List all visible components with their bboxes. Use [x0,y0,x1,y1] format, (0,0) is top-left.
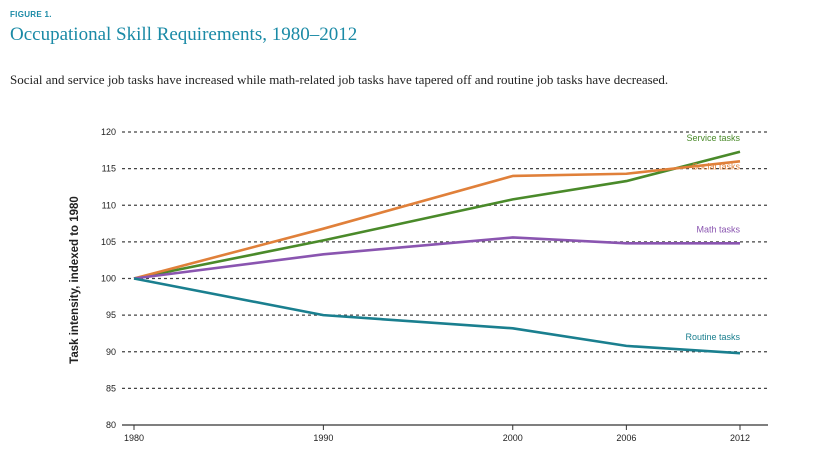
series-label-social-tasks: Social tasks [692,161,741,171]
x-tick-label: 1980 [124,433,144,443]
y-tick-label: 120 [101,127,116,137]
y-tick-label: 80 [106,420,116,430]
x-tick-label: 2000 [503,433,523,443]
x-axis: 1980 1990 2000 2006 2012 [122,424,768,443]
y-axis-ticks: 80 85 90 95 100 105 110 115 120 [101,127,116,430]
series-line-routine-tasks [133,277,741,355]
series-label-routine-tasks: Routine tasks [685,332,740,342]
y-tick-label: 105 [101,237,116,247]
y-tick-label: 95 [106,310,116,320]
chart-title: Occupational Skill Requirements, 1980–20… [10,24,358,45]
y-axis-label: Task intensity, indexed to 1980 [69,196,81,364]
series-lines [133,150,741,355]
y-tick-label: 100 [101,274,116,284]
y-tick-label: 90 [106,347,116,357]
series-label-service-tasks: Service tasks [686,133,740,143]
chart-subtitle: Social and service job tasks have increa… [10,72,669,87]
y-tick-label: 85 [106,383,116,393]
series-labels: Service tasks Social tasks Math tasks Routi… [685,133,740,342]
figure-label: FIGURE 1. [10,10,52,19]
series-line-service-tasks [133,150,741,280]
x-tick-label: 2012 [730,433,750,443]
x-tick-label: 1990 [313,433,333,443]
series-line-social-tasks [133,160,741,280]
y-tick-label: 115 [102,164,116,174]
y-tick-label: 110 [102,200,116,210]
x-tick-label: 2006 [616,433,636,443]
series-line-math-tasks [133,236,740,280]
series-label-math-tasks: Math tasks [696,224,740,234]
